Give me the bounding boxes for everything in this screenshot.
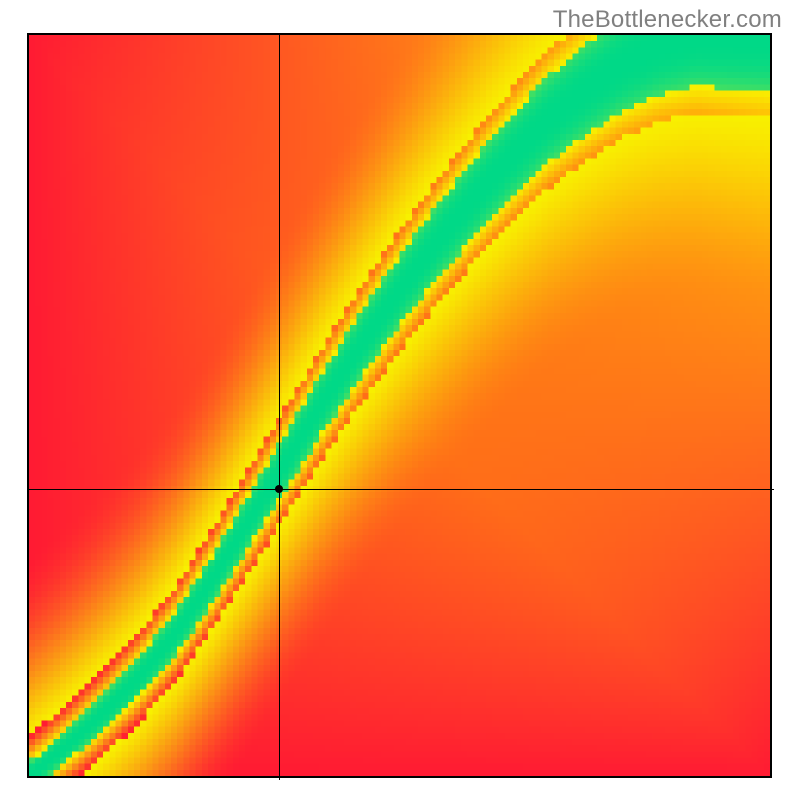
heatmap-canvas (29, 35, 770, 776)
chart-container: TheBottlenecker.com (0, 0, 800, 800)
crosshair-marker-dot (275, 485, 283, 493)
crosshair-vertical (279, 35, 280, 780)
chart-frame (27, 33, 772, 778)
watermark-text: TheBottlenecker.com (553, 6, 782, 34)
crosshair-horizontal (29, 489, 774, 490)
